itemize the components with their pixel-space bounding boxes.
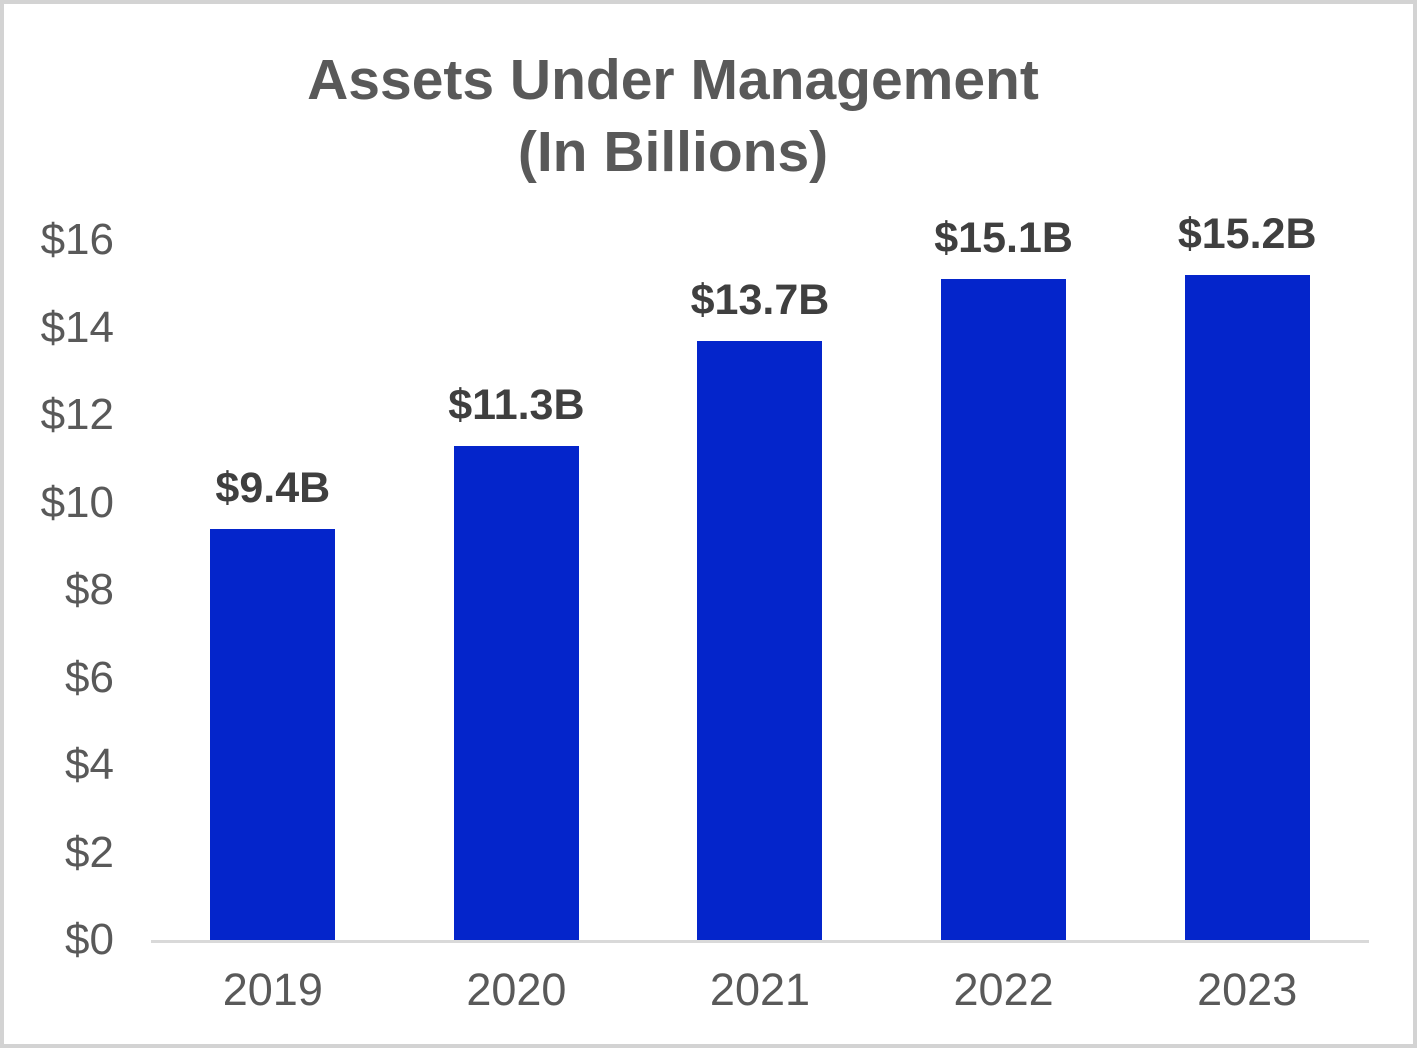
x-tick-label: 2020	[466, 964, 567, 1015]
bar-group-2019: $9.4B	[151, 4, 395, 940]
x-tick-label: 2019	[222, 964, 323, 1015]
bar	[453, 445, 579, 940]
bar	[1184, 275, 1310, 940]
bar	[697, 340, 823, 940]
bar-group-2020: $11.3B	[395, 4, 639, 940]
y-tick-label: $6	[65, 652, 114, 702]
y-tick-label: $16	[40, 215, 114, 264]
y-tick-label: $2	[65, 827, 114, 877]
bar-group-2021: $13.7B	[638, 4, 882, 940]
bar-value-label: $15.2B	[1177, 210, 1317, 258]
y-tick-label: $12	[40, 390, 114, 439]
chart-title-line2: (In Billions)	[517, 120, 829, 184]
chart-title: Assets Under Management (In Billions)	[4, 44, 1342, 188]
y-tick-label: $4	[65, 740, 114, 789]
x-tick-label: 2021	[709, 964, 811, 1015]
bar	[941, 279, 1067, 940]
bar-value-label: $9.4B	[215, 463, 331, 512]
bar-value-label: $15.1B	[934, 214, 1073, 263]
y-tick-label: $8	[65, 565, 114, 614]
y-tick-label: $14	[40, 302, 114, 352]
y-tick-label: $10	[40, 477, 114, 527]
x-axis-line	[151, 940, 1369, 943]
bar	[210, 528, 336, 940]
chart-title-line1: Assets Under Management	[307, 48, 1039, 112]
bar-value-label: $13.7B	[690, 275, 830, 324]
bar-group-2023: $15.2B	[1125, 4, 1369, 940]
y-tick-label: $0	[65, 915, 114, 964]
x-tick-label: 2023	[1197, 964, 1298, 1015]
bar-value-label: $11.3B	[448, 380, 585, 429]
x-tick-label: 2022	[953, 964, 1054, 1015]
bar-group-2022: $15.1B	[882, 4, 1126, 940]
